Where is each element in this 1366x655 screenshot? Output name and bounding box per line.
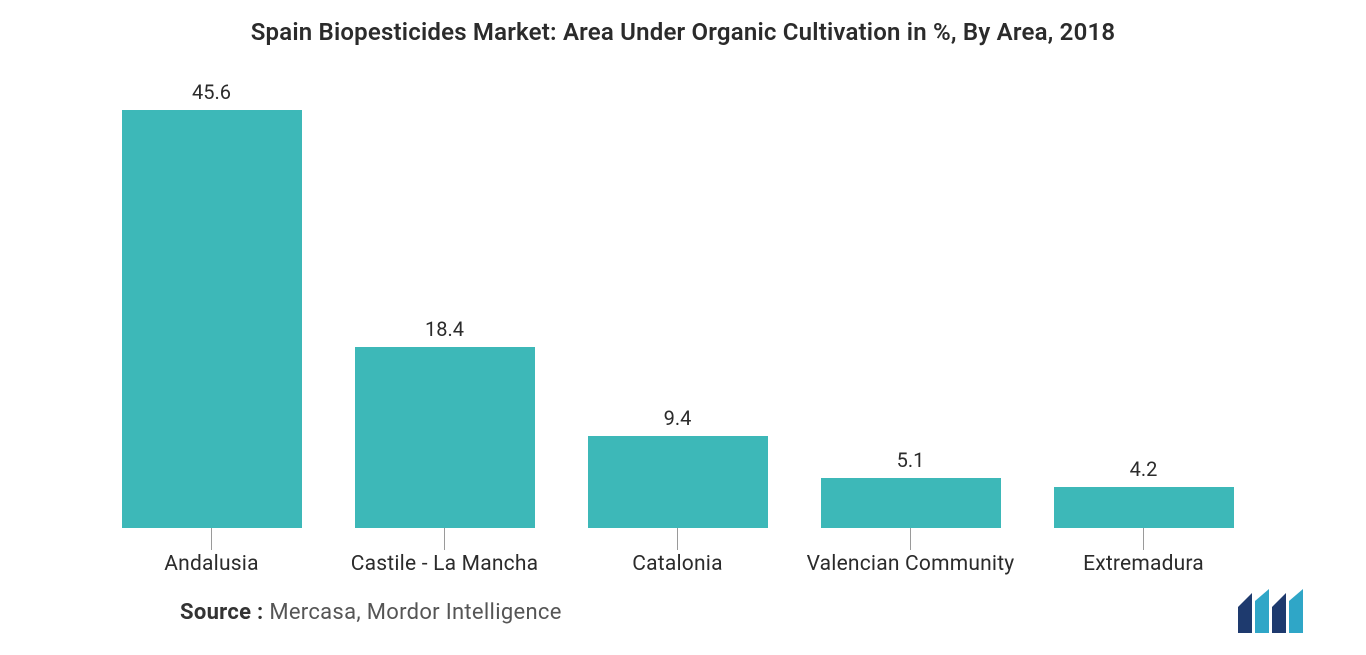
bar-rect xyxy=(821,478,1001,528)
x-category-label: Extremadura xyxy=(1027,552,1260,576)
bar-value-label: 4.2 xyxy=(1130,457,1158,481)
bar-slot: 9.4 xyxy=(561,80,794,528)
x-axis-labels: Andalusia Castile - La Mancha Catalonia … xyxy=(95,552,1260,576)
chart-plot-area: 45.6 18.4 9.4 5.1 4.2 xyxy=(95,80,1260,550)
x-category-label: Catalonia xyxy=(561,552,794,576)
bar-rect xyxy=(355,347,535,528)
tick-mark xyxy=(444,528,445,550)
bar-value-label: 18.4 xyxy=(425,317,464,341)
logo-bar-1 xyxy=(1238,593,1252,633)
chart-title: Spain Biopesticides Market: Area Under O… xyxy=(0,0,1366,46)
source-text: Mercasa, Mordor Intelligence xyxy=(269,600,561,625)
tick-mark xyxy=(1143,528,1144,550)
bar-rect xyxy=(1054,487,1234,528)
bar-value-label: 45.6 xyxy=(192,80,231,104)
mordor-logo-icon xyxy=(1236,589,1306,633)
bar-rect xyxy=(588,436,768,528)
source-prefix: Source : xyxy=(180,600,264,625)
bar-value-label: 9.4 xyxy=(664,406,692,430)
x-axis-ticks xyxy=(95,528,1260,550)
bar-slot: 5.1 xyxy=(794,80,1027,528)
bar-slot: 45.6 xyxy=(95,80,328,528)
bars-container: 45.6 18.4 9.4 5.1 4.2 xyxy=(95,80,1260,528)
x-category-label: Andalusia xyxy=(95,552,328,576)
logo-bar-3 xyxy=(1272,593,1286,633)
x-category-label: Valencian Community xyxy=(794,552,1027,576)
tick-mark xyxy=(677,528,678,550)
bar-value-label: 5.1 xyxy=(897,448,925,472)
bar-slot: 18.4 xyxy=(328,80,561,528)
bar-slot: 4.2 xyxy=(1027,80,1260,528)
tick-mark xyxy=(211,528,212,550)
logo-bar-2 xyxy=(1255,589,1269,633)
logo-bar-4 xyxy=(1289,589,1303,633)
x-category-label: Castile - La Mancha xyxy=(328,552,561,576)
tick-mark xyxy=(910,528,911,550)
bar-rect xyxy=(122,110,302,528)
source-attribution: Source : Mercasa, Mordor Intelligence xyxy=(180,600,562,625)
